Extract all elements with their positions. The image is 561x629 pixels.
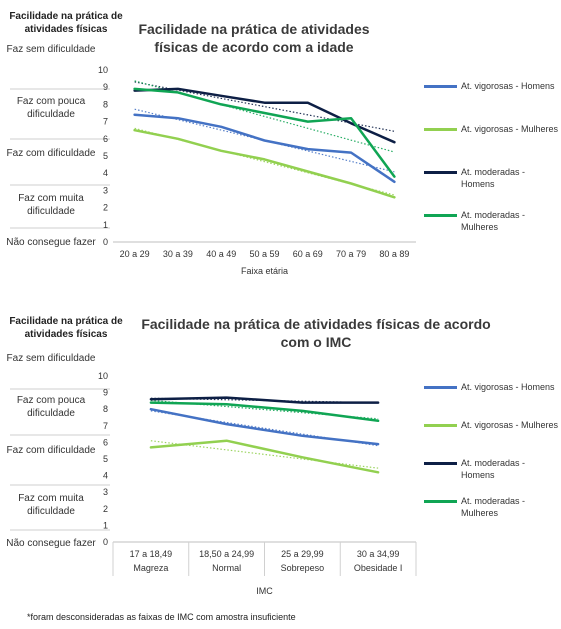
y-tick-label: 6 <box>103 437 108 447</box>
legend-label: At. vigorosas - Homens <box>461 81 555 91</box>
band-label: Faz com dificuldade <box>6 445 96 456</box>
legend-label: At. moderadas - Homens <box>461 167 526 189</box>
y-tick-label: 9 <box>103 388 108 398</box>
legend-item: At. vigorosas - Homens <box>424 80 560 108</box>
y-tick-label: 7 <box>103 117 108 127</box>
band-label: Faz com pouca dificuldade <box>16 96 86 120</box>
x-tick-sublabel: Obesidade I <box>354 563 403 573</box>
x-tick-sublabel: Sobrepeso <box>281 563 325 573</box>
y-tick-label: 2 <box>103 203 108 213</box>
legend-swatch <box>424 462 457 465</box>
y-tick-label: 4 <box>103 168 108 178</box>
y-tick-label: 5 <box>103 151 108 161</box>
trendline <box>134 127 395 196</box>
legend-swatch <box>424 500 457 503</box>
legend-label: At. vigorosas - Mulheres <box>461 420 559 430</box>
series-line <box>149 439 380 474</box>
legend-label: At. moderadas - Mulheres <box>461 210 526 232</box>
series-line <box>149 401 380 423</box>
x-axis-title: Faixa etária <box>241 266 288 276</box>
y-tick-label: 10 <box>98 65 108 75</box>
x-tick-label: 30 a 34,99 <box>357 549 400 559</box>
series-line <box>133 128 396 199</box>
x-tick-label: 50 a 59 <box>249 249 279 259</box>
series-line <box>133 87 396 178</box>
y-tick-label: 1 <box>103 220 108 230</box>
bmi-chart: Facilidade na prática de atividades físi… <box>0 305 561 605</box>
trendline <box>134 80 395 153</box>
series-line <box>133 87 396 144</box>
y-tick-label: 6 <box>103 134 108 144</box>
x-tick-label: 25 a 29,99 <box>281 549 324 559</box>
y-tick-label: 8 <box>103 99 108 109</box>
line-plot: 0 1 2 3 4 5 6 7 8 9 10 20 a 29 30 a 39 40 a 49 50 a 59… <box>10 65 416 276</box>
y-tick-label: 4 <box>103 471 108 481</box>
band-label: Faz sem dificuldade <box>6 353 96 364</box>
legend-label: At. vigorosas - Homens <box>461 382 555 392</box>
y-tick-label: 8 <box>103 404 108 414</box>
y-tick-label: 5 <box>103 454 108 464</box>
band-label: Faz com dificuldade <box>6 148 96 159</box>
legend-swatch <box>424 85 457 88</box>
y-tick-label: 0 <box>103 237 108 247</box>
legend-item: At. vigorosas - Homens <box>424 381 560 409</box>
series-line <box>133 113 396 184</box>
x-tick-label: 40 a 49 <box>206 249 236 259</box>
band-label: Faz com muita dificuldade <box>18 193 84 217</box>
legend-swatch <box>424 128 457 131</box>
band-label: Não consegue fazer <box>6 237 96 248</box>
legend-item: At. moderadas - Mulheres <box>424 495 560 523</box>
legend-swatch <box>424 214 457 217</box>
legend-swatch <box>424 171 457 174</box>
y-tick-label: 1 <box>103 520 108 530</box>
band-label: Faz com pouca dificuldade <box>16 395 86 419</box>
x-tick-label: 60 a 69 <box>293 249 323 259</box>
legend-item: At. moderadas - Homens <box>424 457 560 485</box>
x-tick-label: 18,50 a 24,99 <box>199 549 254 559</box>
legend-item: At. moderadas - Mulheres <box>424 209 560 237</box>
x-tick-label: 20 a 29 <box>120 249 150 259</box>
y-tick-label: 9 <box>103 82 108 92</box>
x-tick-label: 17 a 18,49 <box>130 549 173 559</box>
x-axis-title: IMC <box>256 586 273 596</box>
band-label: Não consegue fazer <box>6 538 96 549</box>
legend-label: At. vigorosas - Mulheres <box>461 124 559 134</box>
legend-label: At. moderadas - Homens <box>461 458 526 480</box>
band-label: Faz sem dificuldade <box>6 44 96 55</box>
y-tick-label: 3 <box>103 185 108 195</box>
legend-label: At. moderadas - Mulheres <box>461 496 526 518</box>
age-chart: Facilidade na prática de atividades físi… <box>0 0 561 290</box>
y-group-title: Facilidade na prática de atividades físi… <box>9 11 123 35</box>
legend-item: At. moderadas - Homens <box>424 166 560 194</box>
legend-item: At. vigorosas - Mulheres <box>424 419 560 447</box>
y-tick-label: 0 <box>103 537 108 547</box>
x-tick-label: 70 a 79 <box>336 249 366 259</box>
y-group-title: Facilidade na prática de atividades físi… <box>9 316 123 340</box>
band-label: Faz com muita dificuldade <box>18 493 84 517</box>
footnote: *foram desconsideradas as faixas de IMC … <box>27 612 296 622</box>
y-tick-label: 10 <box>98 371 108 381</box>
line-plot: 0 1 2 3 4 5 6 7 8 9 10 17 a 18,49 Magreza 18,50 a 24,… <box>10 371 417 596</box>
x-tick-sublabel: Magreza <box>133 563 168 573</box>
y-tick-label: 2 <box>103 504 108 514</box>
legend-swatch <box>424 424 457 427</box>
series-line <box>149 396 380 404</box>
legend-item: At. vigorosas - Mulheres <box>424 123 560 151</box>
y-tick-label: 3 <box>103 487 108 497</box>
chart-title: Facilidade na prática de atividades físi… <box>138 21 370 55</box>
y-tick-label: 7 <box>103 421 108 431</box>
x-tick-sublabel: Normal <box>212 563 241 573</box>
x-tick-label: 80 a 89 <box>379 249 409 259</box>
series-line <box>149 407 380 446</box>
x-tick-label: 30 a 39 <box>163 249 193 259</box>
chart-title: Facilidade na prática de atividades físi… <box>141 316 491 350</box>
legend-swatch <box>424 386 457 389</box>
